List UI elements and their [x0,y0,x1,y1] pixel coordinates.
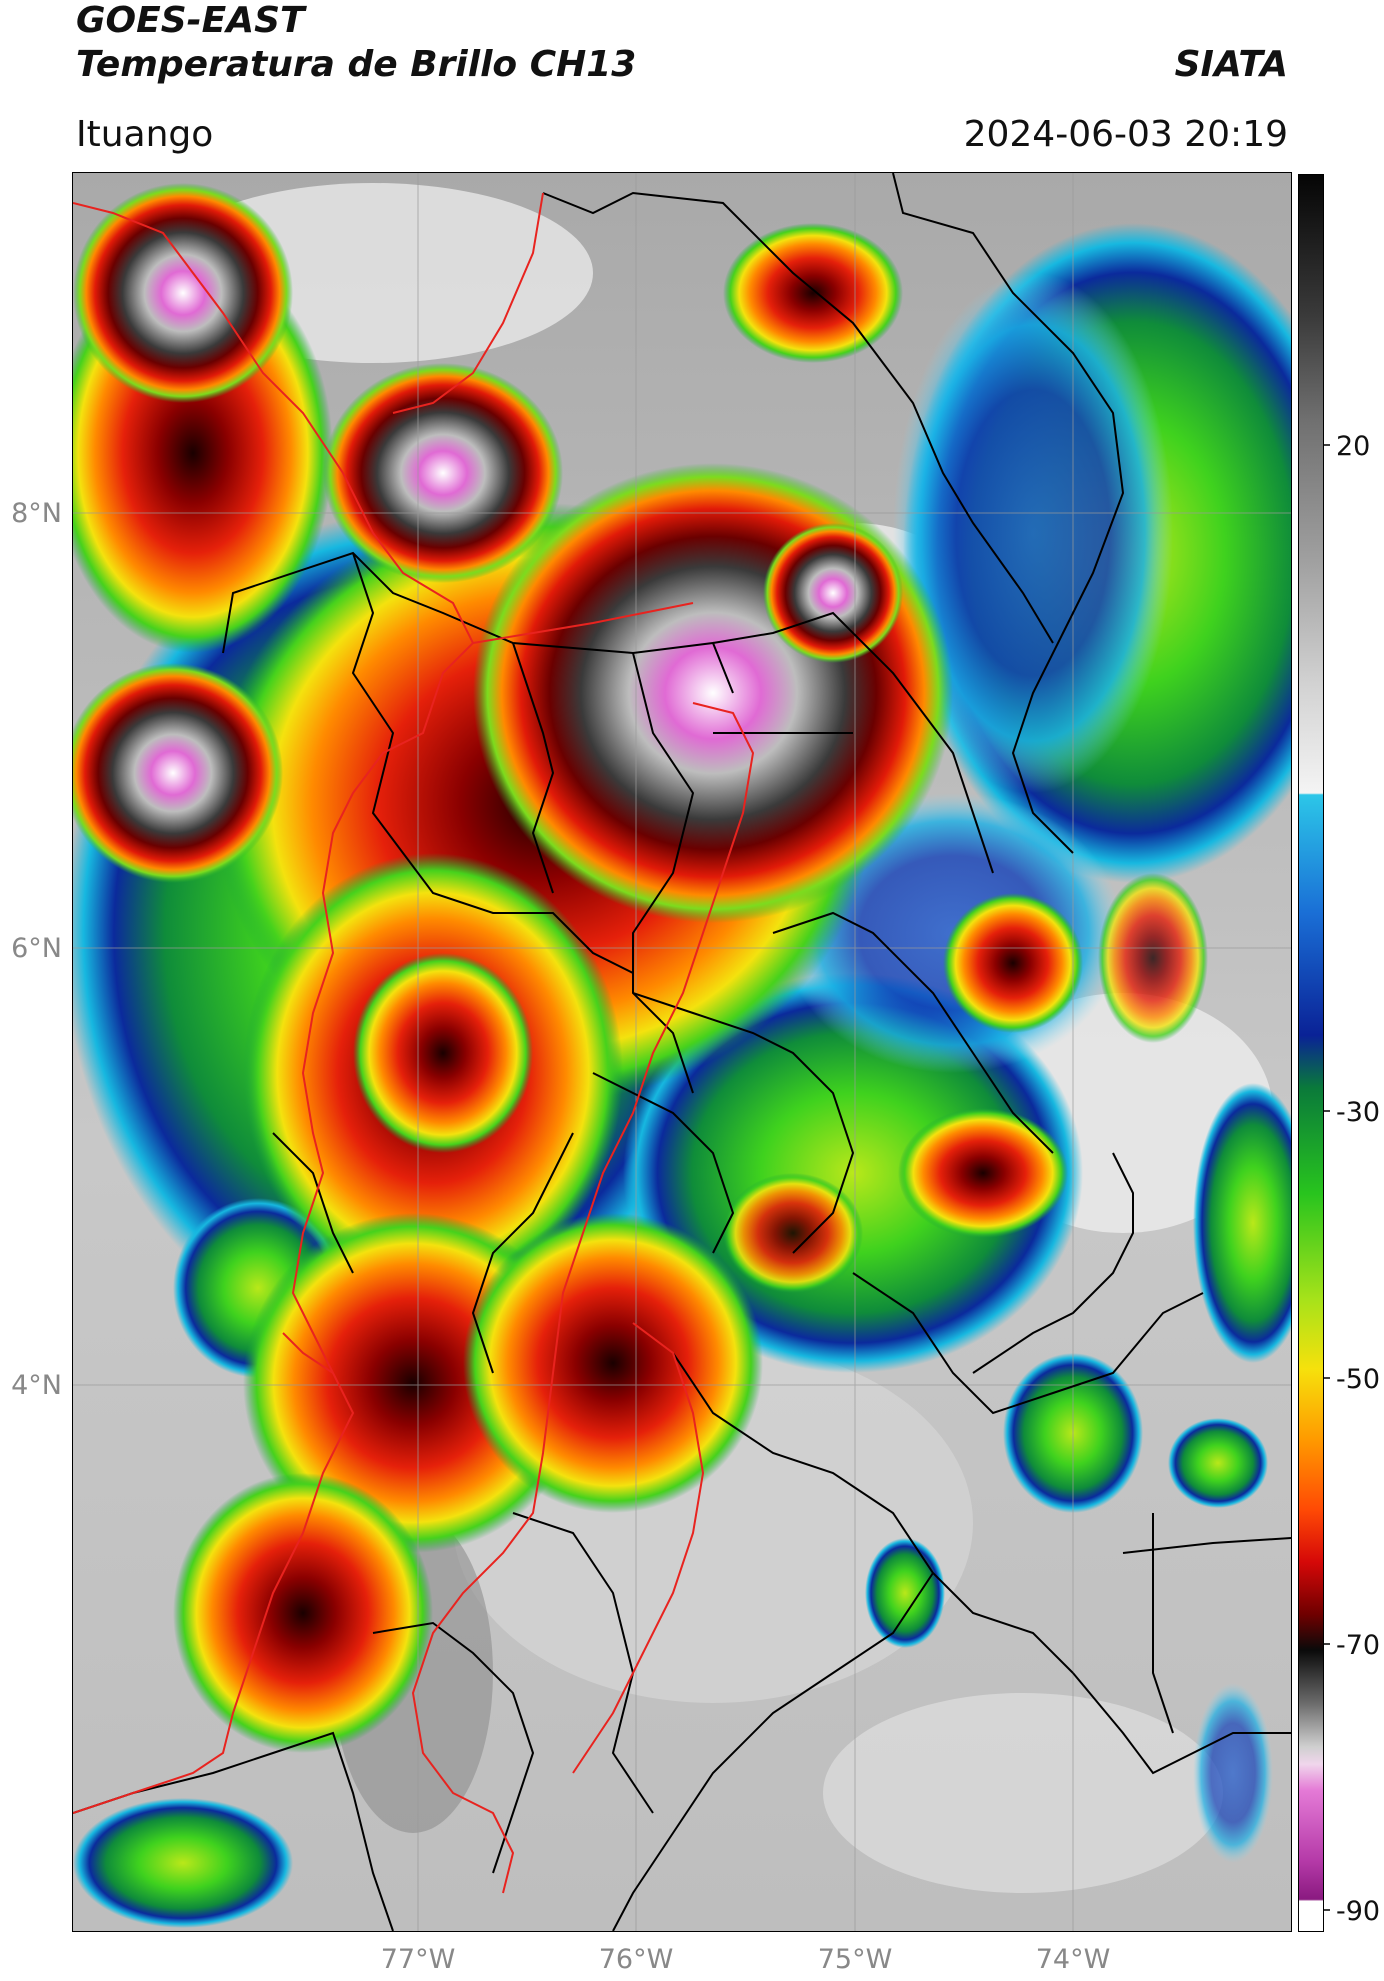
colorbar-tick-minus70: -70 [1336,1630,1380,1661]
lat-tick-4n: 4°N [11,1370,62,1401]
department-borders [73,173,1291,1931]
deep-convective-core [473,463,953,923]
lon-tick-77w: 77°W [381,1944,456,1975]
highlight-border [73,192,755,1894]
datetime-label: 2024-06-03 20:19 [963,114,1288,155]
lon-tick-75w: 75°W [818,1944,893,1975]
colorbar-tick-minus50: -50 [1336,1364,1380,1395]
graticule [73,173,1291,1931]
title-satellite: GOES-EAST [76,0,305,41]
lon-tick-74w: 74°W [1036,1944,1111,1975]
location-label: Ituango [76,114,214,155]
satellite-map [72,172,1292,1932]
colorbar-tick-minus30: -30 [1336,1097,1380,1128]
title-product: Temperatura de Brillo CH13 [76,44,637,85]
lat-tick-8n: 8°N [11,498,62,529]
organization-label: SIATA [1174,44,1288,85]
colorbar-tick-20: 20 [1336,431,1370,462]
colorbar [1298,174,1324,1932]
lat-tick-6n: 6°N [11,933,62,964]
convective-cell-south [173,1473,433,1753]
colorbar-tick-minus90: -90 [1336,1896,1380,1927]
lon-tick-76w: 76°W [599,1944,674,1975]
